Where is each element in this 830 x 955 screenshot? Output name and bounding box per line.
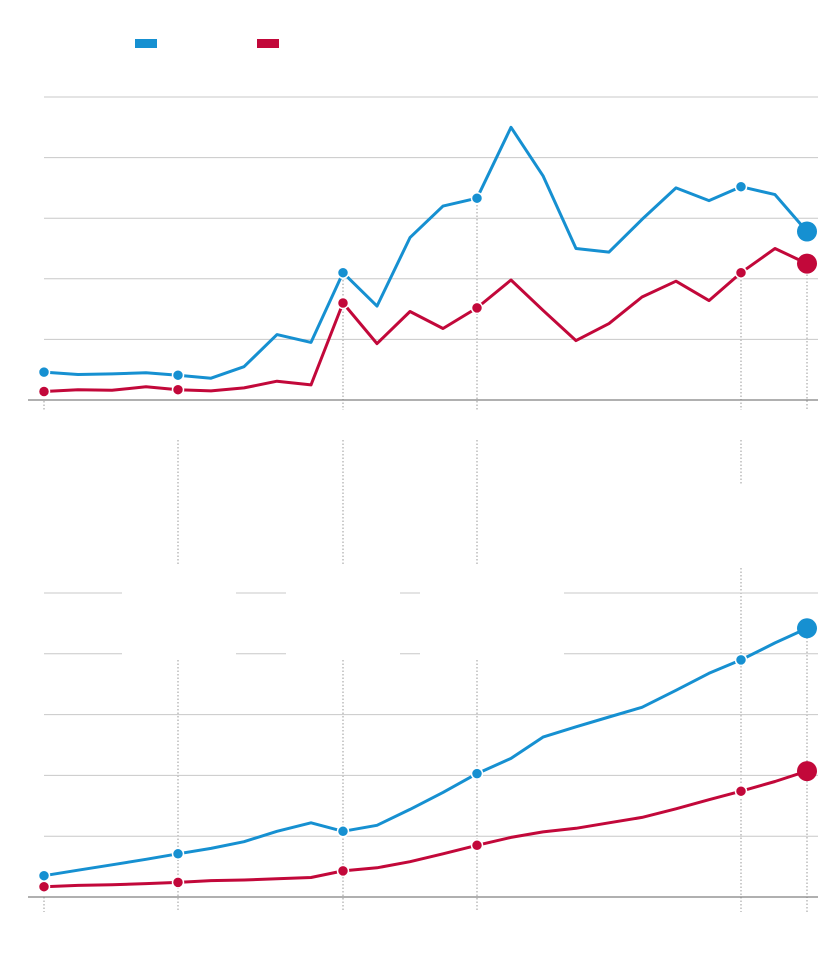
data-point-blue [470,767,484,780]
data-point-red [336,864,350,878]
data-point-red [37,880,51,893]
chart-panel-bottom [28,568,818,912]
data-point-red [797,761,817,782]
data-point-red [336,296,350,310]
data-point-red [171,383,185,396]
series-line-blue [42,626,809,878]
data-point-blue [734,653,748,667]
legend-swatch-red [257,39,279,48]
data-point-red [797,253,817,274]
data-point-blue [336,266,350,279]
series-line-red [42,769,809,889]
data-point-blue [171,847,185,861]
data-point-blue [37,365,51,379]
data-point-blue [734,180,748,193]
data-point-red [470,301,484,315]
series-line-red [42,247,809,393]
legend-swatch-blue [135,39,157,48]
legend [135,39,279,48]
data-point-blue [336,825,350,838]
data-point-red [470,839,484,852]
data-point-blue [797,221,817,242]
data-point-blue [797,618,817,639]
data-point-blue [470,191,484,205]
data-point-red [734,784,748,798]
data-point-red [171,876,185,889]
data-point-red [734,266,748,279]
series-line-blue [42,125,809,380]
data-point-blue [171,368,185,382]
chart-panel-top [28,96,818,565]
data-point-red [37,385,51,398]
data-point-blue [37,869,51,882]
